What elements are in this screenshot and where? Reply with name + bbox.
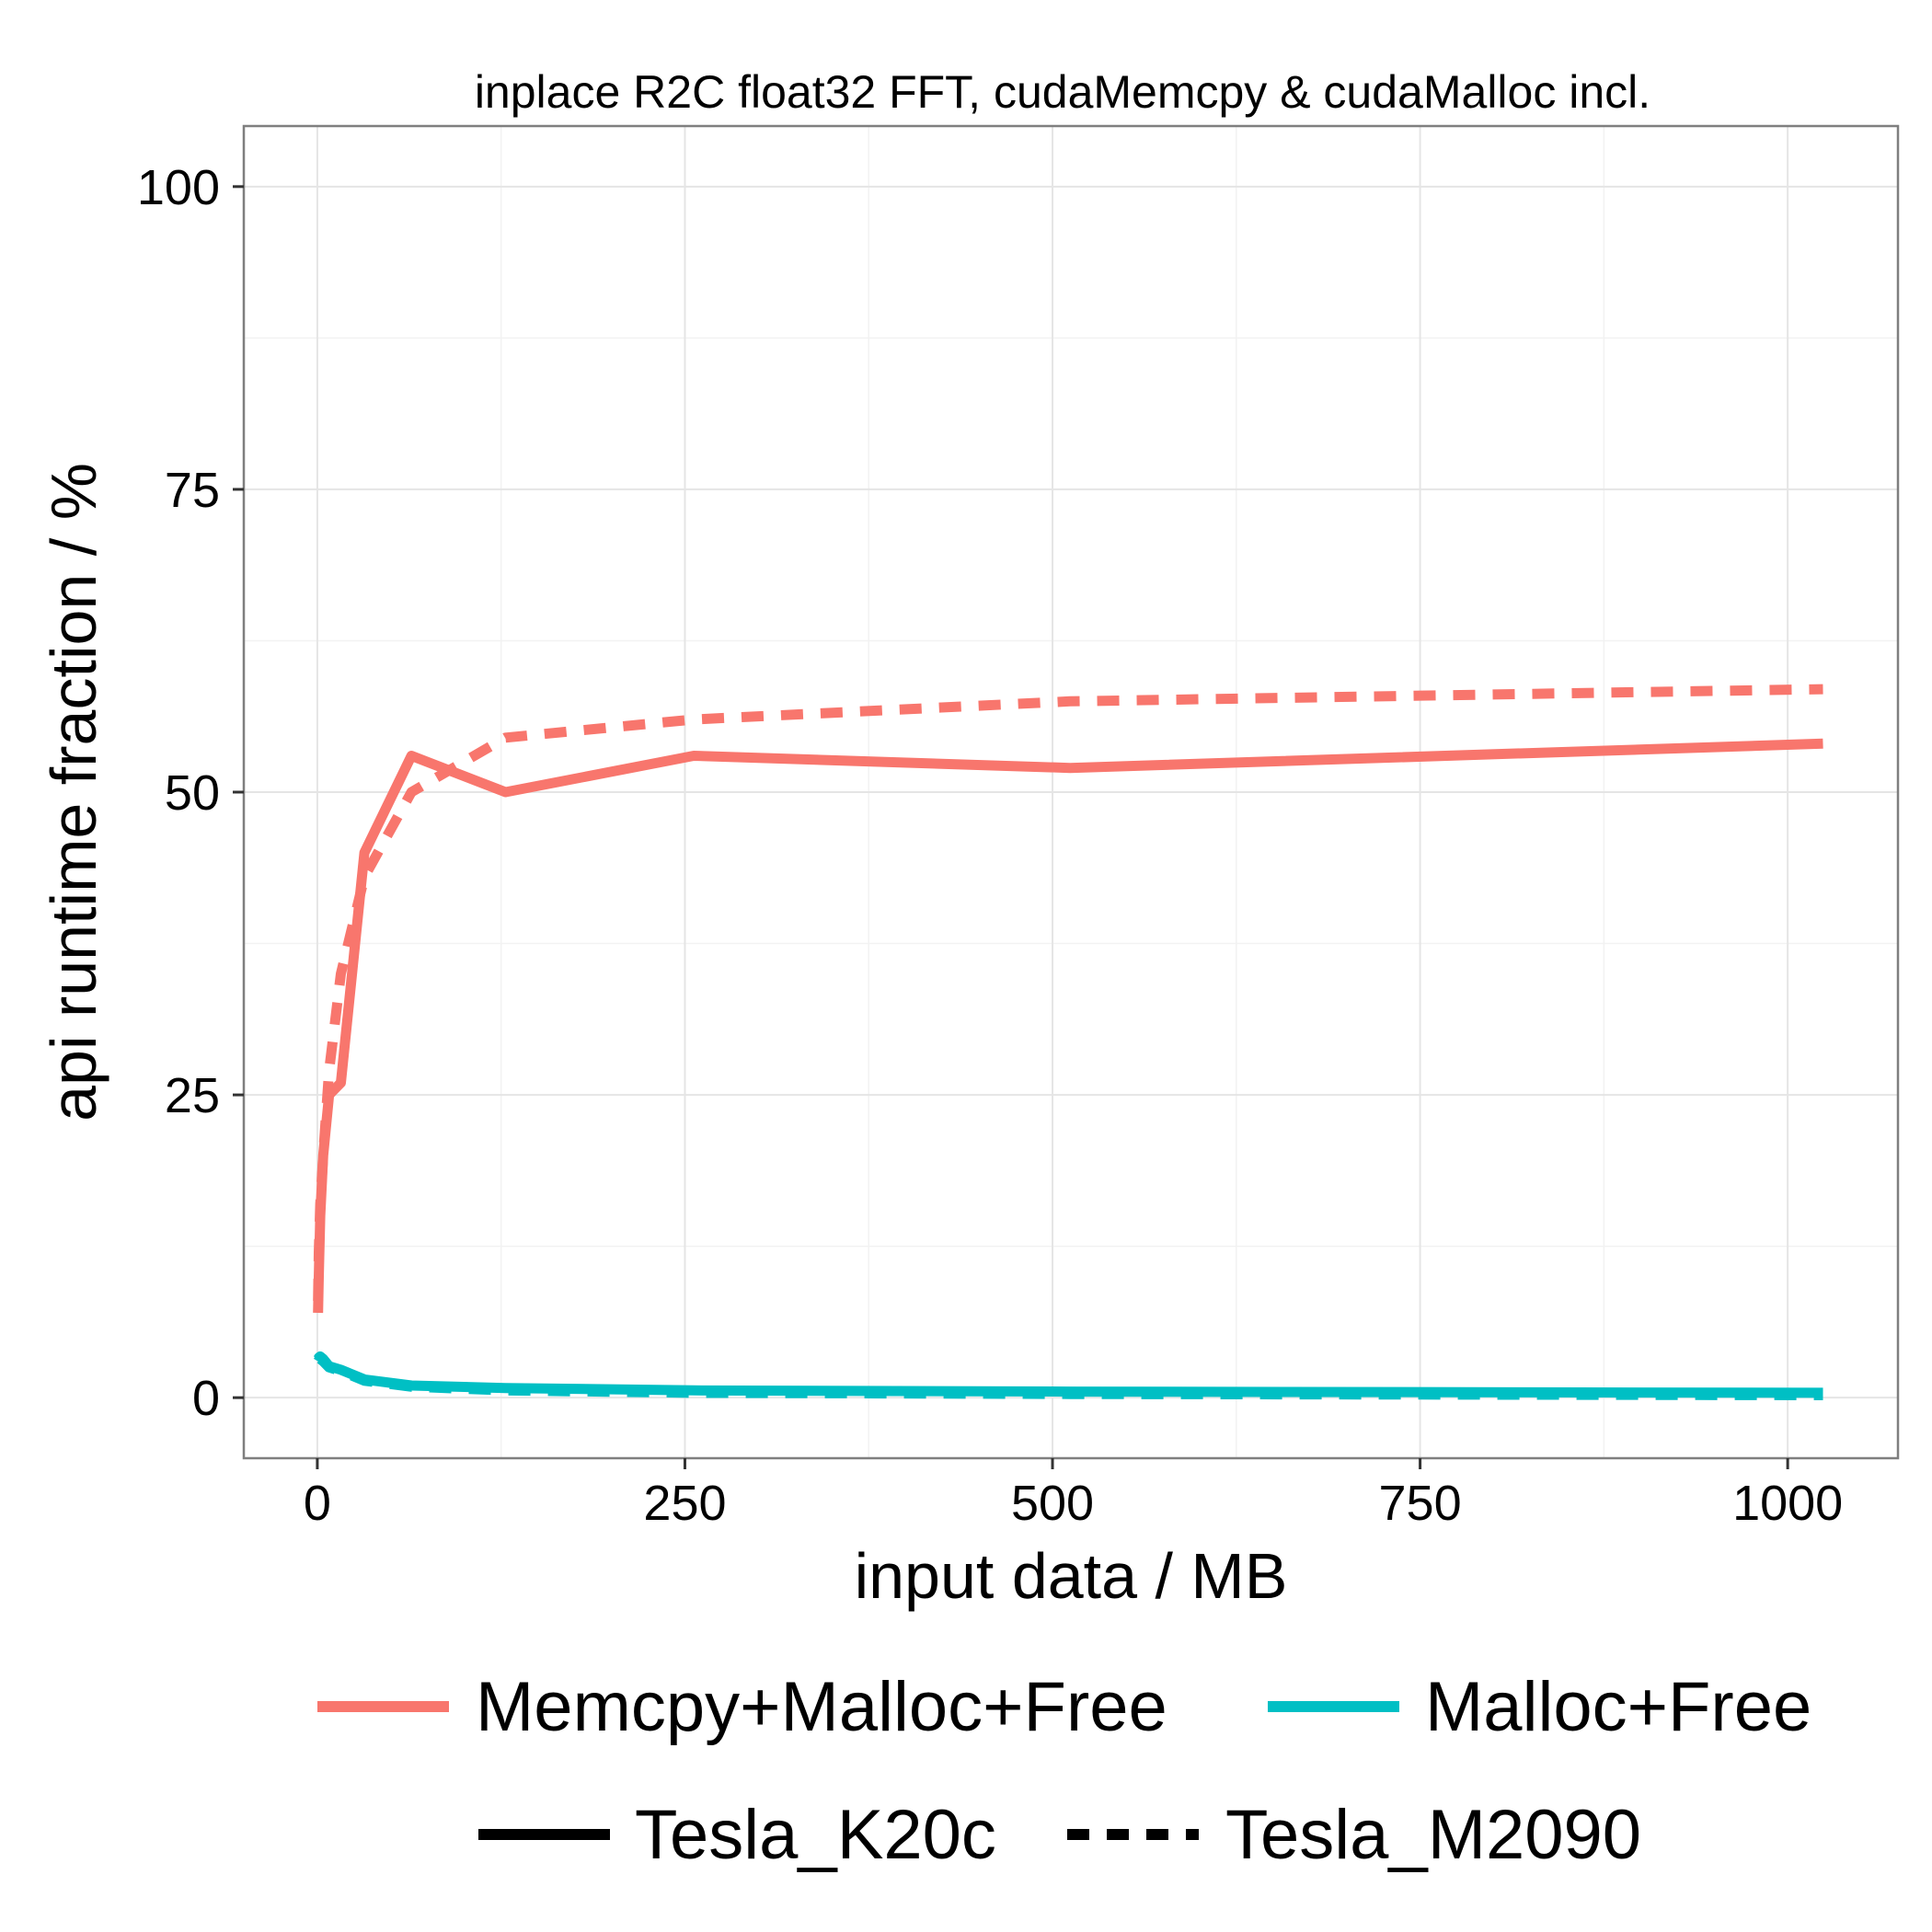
series-layer xyxy=(313,684,1823,1400)
y-tick-label: 0 xyxy=(192,1371,220,1426)
x-tick-label: 750 xyxy=(1379,1476,1462,1531)
x-tick-label: 500 xyxy=(1011,1476,1094,1531)
chart-title: inplace R2C float32 FFT, cudaMemcpy & cu… xyxy=(475,66,1650,118)
series-line-memcpy-malloc-free-tesla-k20c xyxy=(313,738,1823,1314)
series-line-malloc-free-tesla-m2090 xyxy=(314,1353,1823,1400)
y-axis-label: api runtime fraction / % xyxy=(38,463,109,1121)
x-axis: 0 250 500 750 1000 xyxy=(304,1458,1843,1531)
series-line-memcpy-malloc-free-tesla-m2090 xyxy=(313,684,1823,1301)
x-tick-label: 1000 xyxy=(1732,1476,1843,1531)
y-tick-label: 25 xyxy=(165,1068,220,1123)
y-tick-label: 100 xyxy=(137,160,220,215)
y-axis: 0 25 50 75 100 xyxy=(137,160,244,1426)
legend-label-malloc-free: Malloc+Free xyxy=(1425,1668,1811,1746)
legend: Memcpy+Malloc+Free Malloc+Free Tesla_K20… xyxy=(317,1668,1811,1874)
x-tick-label: 250 xyxy=(643,1476,726,1531)
y-tick-label: 75 xyxy=(165,463,220,518)
legend-label-tesla-m2090: Tesla_M2090 xyxy=(1225,1796,1641,1874)
y-tick-label: 50 xyxy=(165,765,220,821)
x-axis-label: input data / MB xyxy=(855,1540,1288,1612)
legend-label-tesla-k20c: Tesla_K20c xyxy=(635,1796,996,1874)
legend-label-memcpy-malloc-free: Memcpy+Malloc+Free xyxy=(476,1668,1167,1746)
x-tick-label: 0 xyxy=(304,1476,331,1531)
